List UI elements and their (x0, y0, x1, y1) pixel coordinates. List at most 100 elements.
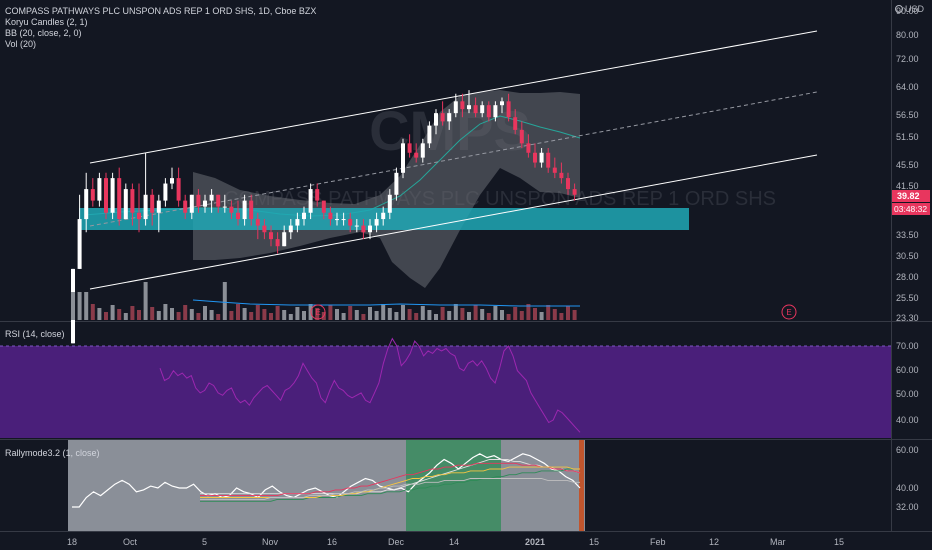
candle-down[interactable] (183, 200, 188, 213)
candle-down[interactable] (229, 206, 234, 213)
candle-up[interactable] (427, 125, 432, 144)
currency-settings-icon[interactable] (895, 5, 903, 13)
candle-up[interactable] (401, 143, 405, 173)
candle-down[interactable] (275, 239, 280, 247)
candle-down[interactable] (407, 143, 412, 153)
candle-down[interactable] (533, 152, 537, 163)
candle-up[interactable] (539, 152, 544, 163)
candle-up[interactable] (453, 101, 458, 114)
candle-down[interactable] (328, 212, 333, 220)
candle-down[interactable] (348, 219, 353, 226)
candle-up[interactable] (354, 225, 359, 227)
candle-up[interactable] (447, 113, 452, 122)
candle-up[interactable] (123, 189, 128, 220)
candle-down[interactable] (216, 194, 221, 207)
candle-up[interactable] (480, 105, 485, 114)
indicator-koryu-label[interactable]: Koryu Candles (2, 1) (5, 17, 88, 27)
candle-up[interactable] (110, 178, 115, 213)
indicator-bb-label[interactable]: BB (20, close, 2, 0) (5, 28, 82, 38)
rally-lines[interactable] (72, 453, 581, 508)
price-axis[interactable]: 80.00 72.00 64.00 56.50 51.50 45.50 41.5… (896, 6, 919, 323)
candle-down[interactable] (440, 113, 445, 122)
candle-down[interactable] (559, 172, 564, 179)
candle-down[interactable] (150, 194, 155, 213)
candle-up[interactable] (308, 189, 313, 213)
candle-up[interactable] (467, 105, 471, 110)
rally-series-line[interactable] (200, 478, 580, 500)
candle-up[interactable] (434, 113, 438, 126)
candle-down[interactable] (130, 189, 135, 213)
rally-title[interactable]: Rallymode3.2 (1, close) (5, 448, 100, 458)
candle-down[interactable] (572, 189, 577, 195)
rsi-line[interactable] (159, 337, 581, 433)
time-axis[interactable]: 18 Oct 5 Nov 16 Dec 14 2021 15 Feb 12 Ma… (67, 537, 844, 547)
earnings-marker[interactable] (781, 304, 797, 320)
candle-down[interactable] (104, 178, 108, 213)
candle-up[interactable] (156, 200, 161, 213)
candle-down[interactable] (414, 152, 419, 158)
candle-up[interactable] (288, 225, 293, 233)
candle-down[interactable] (236, 212, 240, 220)
channel-lower-line[interactable] (89, 154, 818, 290)
candle-down[interactable] (249, 200, 254, 220)
candle-down[interactable] (196, 194, 201, 207)
currency-label[interactable]: USD (905, 4, 925, 14)
candle-up[interactable] (500, 101, 504, 106)
candle-down[interactable] (519, 129, 524, 144)
candle-up[interactable] (203, 200, 207, 207)
candle-up[interactable] (335, 219, 339, 221)
candle-down[interactable] (361, 225, 366, 233)
candle-up[interactable] (282, 232, 287, 247)
candle-up[interactable] (170, 178, 174, 184)
candle-down[interactable] (526, 143, 531, 153)
candle-up[interactable] (420, 143, 425, 158)
candle-down[interactable] (513, 117, 518, 130)
candle-up[interactable] (302, 212, 306, 220)
candle-up[interactable] (209, 194, 214, 201)
candle-up[interactable] (381, 212, 386, 220)
candle-up[interactable] (84, 189, 89, 220)
candle-down[interactable] (566, 178, 570, 190)
candle-down[interactable] (117, 178, 122, 220)
candle-up[interactable] (341, 219, 346, 221)
candle-up[interactable] (222, 206, 227, 208)
indicator-vol-label[interactable]: Vol (20) (5, 39, 36, 49)
symbol-title[interactable]: COMPASS PATHWAYS PLC UNSPON ADS REP 1 OR… (5, 6, 316, 16)
candle-down[interactable] (460, 101, 465, 110)
candle-up[interactable] (242, 200, 247, 220)
candle-down[interactable] (552, 167, 557, 173)
candle-down[interactable] (269, 232, 273, 240)
candle-up[interactable] (77, 219, 82, 269)
candle-down[interactable] (90, 189, 95, 201)
candle-up[interactable] (387, 194, 392, 213)
channel-upper-line[interactable] (89, 30, 818, 164)
candle-down[interactable] (506, 101, 511, 118)
candle-up[interactable] (368, 225, 372, 233)
candle-up[interactable] (163, 183, 168, 201)
candle-up[interactable] (189, 194, 194, 213)
candle-down[interactable] (262, 225, 267, 233)
earnings-marker[interactable] (310, 304, 326, 320)
candle-up[interactable] (374, 219, 379, 226)
candle-up[interactable] (394, 172, 399, 195)
candle-down[interactable] (321, 200, 326, 213)
candle-up[interactable] (493, 105, 498, 118)
candle-down[interactable] (486, 105, 491, 118)
candle-up[interactable] (295, 219, 300, 226)
channel-median-line[interactable] (89, 91, 818, 227)
candle-down[interactable] (546, 152, 551, 168)
candle-up[interactable] (97, 178, 102, 201)
candle-down[interactable] (473, 105, 478, 114)
candle-up[interactable] (143, 194, 148, 220)
rsi-title[interactable]: RSI (14, close) (5, 329, 65, 339)
candle-down[interactable] (255, 219, 260, 226)
rally-series-line[interactable] (200, 468, 580, 502)
candle-down[interactable] (137, 212, 141, 220)
rally-series-line[interactable] (200, 459, 581, 495)
volume-bar (335, 309, 339, 320)
rally-series-line[interactable] (200, 462, 581, 497)
candle-down[interactable] (176, 178, 181, 201)
candle-down[interactable] (315, 189, 320, 201)
rally-series-line[interactable] (200, 466, 580, 498)
